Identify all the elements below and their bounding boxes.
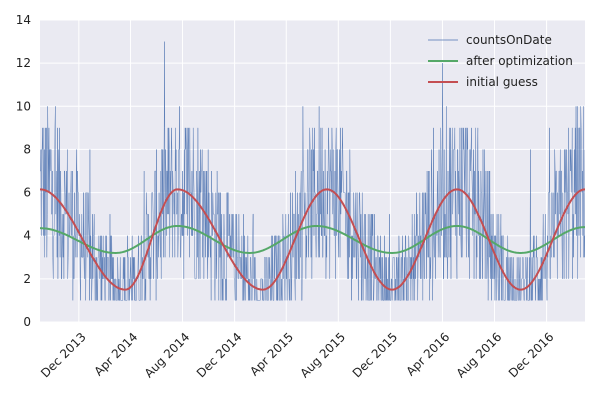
legend: countsOnDate after optimization initial gu… bbox=[428, 33, 573, 89]
x-tick-label: Aug 2015 bbox=[297, 330, 348, 381]
series-line-after-optimization bbox=[40, 225, 585, 254]
legend-item: initial guess bbox=[428, 75, 538, 89]
x-tick-label: Dec 2013 bbox=[38, 330, 89, 381]
plot-series bbox=[40, 41, 585, 301]
x-tick-label: Apr 2016 bbox=[403, 330, 452, 379]
x-tick-label: Dec 2016 bbox=[506, 330, 557, 381]
legend-label: countsOnDate bbox=[466, 33, 552, 47]
x-tick-label: Aug 2014 bbox=[142, 330, 193, 381]
legend-label: initial guess bbox=[466, 75, 538, 89]
x-tick-label: Dec 2015 bbox=[350, 330, 401, 381]
x-tick-label: Aug 2016 bbox=[454, 330, 505, 381]
x-tick-label: Apr 2015 bbox=[247, 330, 296, 379]
legend-item: countsOnDate bbox=[428, 33, 552, 47]
y-tick-label: 14 bbox=[16, 13, 31, 27]
y-tick-label: 8 bbox=[23, 142, 31, 156]
legend-item: after optimization bbox=[428, 54, 573, 68]
y-axis-tick-labels: 0 2 4 6 8 10 12 14 bbox=[16, 13, 31, 329]
y-tick-label: 6 bbox=[23, 186, 31, 200]
y-tick-label: 12 bbox=[16, 56, 31, 70]
x-axis-tick-labels: Dec 2013 Apr 2014 Aug 2014 Dec 2014 Apr 2015… bbox=[38, 330, 556, 381]
x-tick-label: Apr 2014 bbox=[91, 330, 140, 379]
series-line-initial-guess bbox=[40, 188, 585, 291]
y-tick-label: 2 bbox=[23, 272, 31, 286]
y-tick-label: 10 bbox=[16, 99, 31, 113]
y-tick-label: 0 bbox=[23, 315, 31, 329]
legend-label: after optimization bbox=[466, 54, 573, 68]
series-line-countsOnDate bbox=[40, 41, 585, 301]
y-tick-label: 4 bbox=[23, 229, 31, 243]
x-tick-label: Dec 2014 bbox=[194, 330, 245, 381]
